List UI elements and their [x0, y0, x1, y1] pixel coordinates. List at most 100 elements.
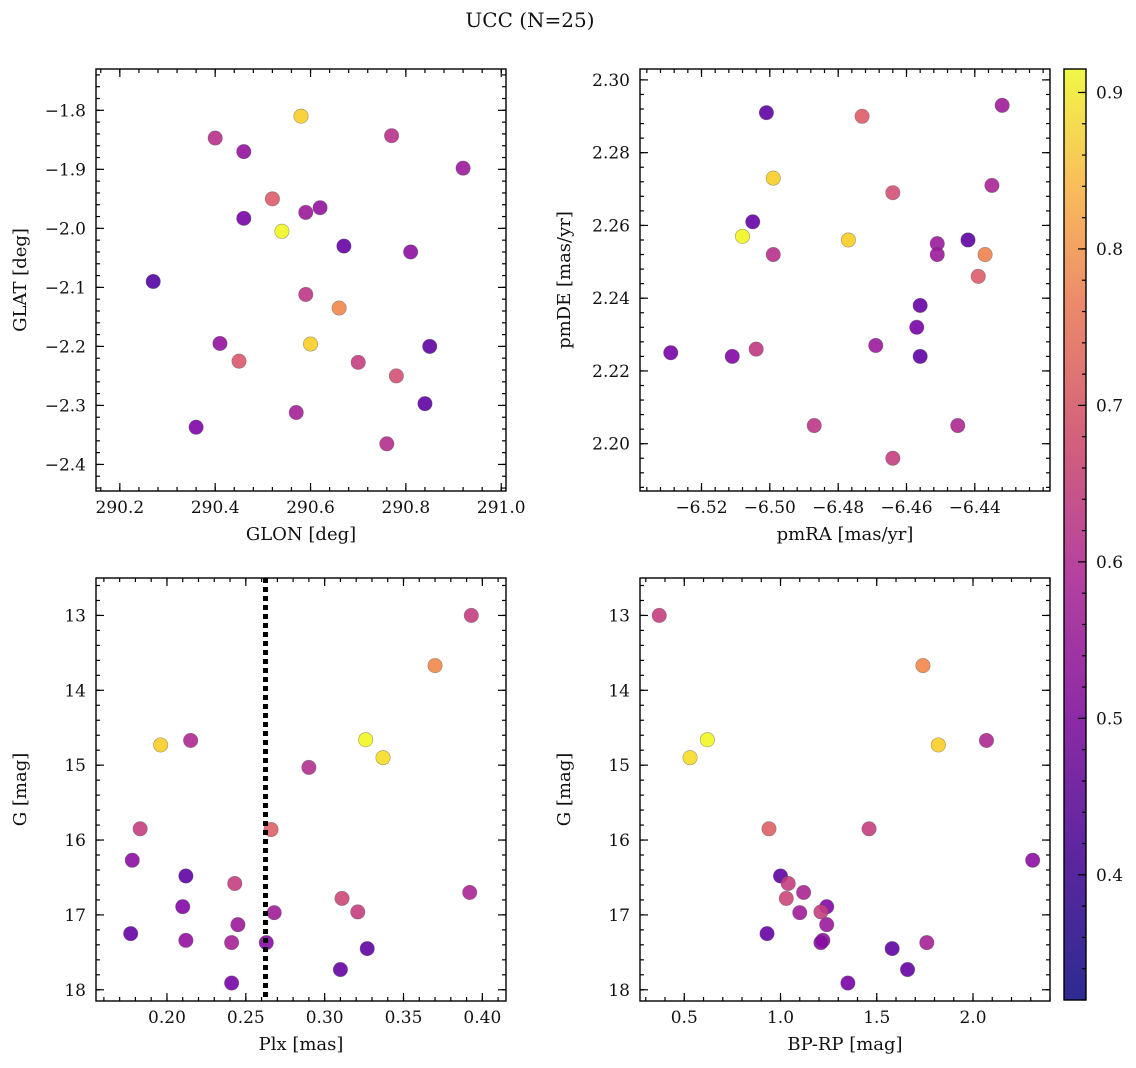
colorbar-frame: [1063, 68, 1087, 1001]
colorbar-tick-label: 0.4: [1096, 866, 1123, 886]
data-point: [765, 247, 781, 263]
points-layer: [123, 607, 479, 991]
x-tick-label: 1.0: [767, 1008, 794, 1028]
data-point: [207, 130, 223, 146]
points-layer: [145, 108, 471, 452]
y-tick-label: 15: [64, 756, 86, 776]
colorbar-gradient: [1064, 69, 1086, 1000]
data-point: [819, 917, 835, 933]
plot-frame: [639, 68, 1051, 492]
colorbar-tick-label: 0.6: [1096, 553, 1123, 573]
y-tick-label: −2.4: [45, 455, 86, 475]
x-tick-label: 290.4: [191, 498, 240, 518]
data-point: [745, 214, 761, 230]
data-point: [288, 405, 304, 421]
data-point: [796, 884, 812, 900]
data-point: [813, 935, 829, 951]
data-point: [375, 750, 391, 766]
y-tick-label: −2.2: [45, 337, 86, 357]
panel-plx-g: 0.20 0.25 0.30 0.35 0.40 13 14 15 16 17 18 Plx [mas…: [10, 577, 507, 1055]
data-point: [264, 191, 280, 207]
data-point: [960, 232, 976, 248]
x-axis-label: Plx [mas]: [259, 1034, 344, 1055]
data-point: [175, 899, 191, 915]
data-point: [236, 210, 252, 226]
data-point: [765, 170, 781, 186]
data-point: [861, 821, 877, 837]
colorbar-tick-label: 0.7: [1096, 396, 1123, 416]
x-tick-label: 0.35: [385, 1008, 423, 1028]
data-point: [792, 905, 808, 921]
data-point: [840, 232, 856, 248]
plot-frame: [639, 577, 1051, 1002]
panel-glon-glat: 290.2 290.4 290.6 290.8 291.0 −2.4 −2.3 −2.2 −2.…: [10, 68, 526, 545]
data-point: [813, 904, 829, 920]
y-axis-label: G [mag]: [554, 753, 575, 826]
data-point: [758, 105, 774, 121]
data-point: [759, 926, 775, 942]
x-tick-label: 0.5: [671, 1008, 698, 1028]
y-tick-label: 2.26: [592, 216, 630, 236]
x-tick-label: 0.25: [227, 1008, 265, 1028]
y-tick-label: 2.24: [592, 289, 630, 309]
data-point: [178, 868, 194, 884]
data-point: [183, 732, 199, 748]
y-tick-label: 18: [608, 981, 630, 1001]
data-point: [336, 238, 352, 254]
plot-frame: [95, 577, 507, 1002]
data-point: [358, 732, 374, 748]
data-point: [912, 297, 928, 313]
data-point: [699, 732, 715, 748]
data-point: [266, 905, 282, 921]
points-layer: [651, 607, 1041, 991]
data-point: [124, 852, 140, 868]
data-point: [293, 108, 309, 124]
data-point: [379, 436, 395, 452]
data-point: [462, 884, 478, 900]
data-point: [145, 273, 161, 289]
data-point: [212, 335, 228, 351]
data-point: [312, 200, 328, 216]
data-point: [301, 759, 317, 775]
y-axis-label: G [mag]: [10, 753, 31, 826]
y-tick-label: 14: [64, 681, 86, 701]
data-point: [403, 244, 419, 260]
data-point: [227, 875, 243, 891]
y-tick-label: −2.0: [45, 219, 86, 239]
points-layer: [663, 97, 1010, 466]
y-axis-label: pmDE [mas/yr]: [554, 211, 575, 349]
y-axis-label: GLAT [deg]: [10, 228, 31, 332]
x-tick-label: −6.44: [949, 498, 1001, 518]
data-point: [350, 904, 366, 920]
x-tick-label: 290.8: [382, 498, 431, 518]
x-tick-label: 0.20: [148, 1008, 186, 1028]
x-tick-label: 290.2: [96, 498, 145, 518]
data-point: [236, 144, 252, 160]
data-point: [734, 228, 750, 244]
x-tick-label: −6.48: [812, 498, 864, 518]
data-point: [224, 935, 240, 951]
y-tick-label: 17: [64, 906, 86, 926]
data-point: [231, 353, 247, 369]
data-point: [123, 926, 139, 942]
x-tick-label: 291.0: [477, 498, 526, 518]
data-point: [427, 658, 443, 674]
colorbar-tick-label: 0.9: [1096, 83, 1123, 103]
data-point: [230, 917, 246, 933]
data-point: [682, 750, 698, 766]
y-tick-label: 17: [608, 906, 630, 926]
x-axis-label: GLON [deg]: [246, 524, 356, 545]
data-point: [977, 247, 993, 263]
y-tick-label: 13: [64, 606, 86, 626]
figure-title: UCC (N=25): [465, 8, 594, 32]
data-point: [994, 97, 1010, 113]
y-tick-label: 16: [608, 831, 630, 851]
data-point: [663, 345, 679, 361]
data-point: [885, 185, 901, 201]
x-axis-label: pmRA [mas/yr]: [777, 524, 914, 545]
data-point: [334, 890, 350, 906]
data-point: [885, 450, 901, 466]
data-point: [274, 223, 290, 239]
colorbar-tick-label: 0.5: [1096, 709, 1123, 729]
